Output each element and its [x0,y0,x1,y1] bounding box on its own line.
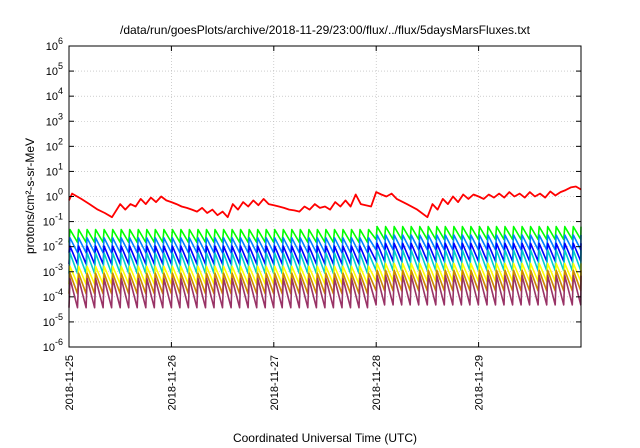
y-axis: 10-610-510-410-310-210-11001011021031041… [43,36,581,354]
y-tick-base: 10 [46,91,58,103]
y-tick-exponent: -6 [55,337,63,347]
series-line-7 [68,274,582,309]
y-tick-label: 100 [46,187,63,204]
y-tick-label: 10-5 [43,312,63,329]
y-tick-exponent: -4 [55,287,63,297]
y-tick-label: 10-2 [43,237,63,254]
y-tick-base: 10 [46,166,58,178]
y-tick-exponent: -2 [55,237,63,247]
y-tick-label: 103 [46,111,63,128]
y-tick-label: 10-6 [43,337,63,354]
chart-title: /data/run/goesPlots/archive/2018-11-29/2… [120,23,531,37]
x-tick-label: 2018-11-28 [371,355,383,410]
y-tick-exponent: 4 [58,86,63,96]
x-axis-label: Coordinated Universal Time (UTC) [233,431,417,445]
y-tick-base: 10 [43,317,55,329]
y-tick-exponent: 6 [58,36,63,46]
y-tick-label: 10-4 [43,287,63,304]
y-tick-exponent: -1 [55,212,63,222]
plot-series [68,185,582,309]
y-tick-base: 10 [43,292,55,304]
y-tick-base: 10 [43,242,55,254]
y-tick-label: 10-3 [43,262,63,279]
y-axis-label: protons/cm²-s-sr-MeV [23,138,37,254]
y-tick-exponent: -3 [55,262,63,272]
y-tick-exponent: 3 [58,111,63,121]
x-tick-label: 2018-11-25 [64,355,76,410]
x-tick-label: 2018-11-29 [474,355,486,410]
y-tick-label: 106 [46,36,63,53]
y-tick-base: 10 [46,66,58,78]
y-tick-base: 10 [46,41,58,53]
y-tick-base: 10 [43,267,55,279]
x-tick-label: 2018-11-27 [269,355,281,410]
y-tick-label: 102 [46,136,63,153]
y-tick-base: 10 [46,192,58,204]
y-tick-exponent: -5 [55,312,63,322]
x-axis: 2018-11-25 2018-11-26 2018-11-27 2018-11-28… [64,46,486,410]
y-tick-label: 10-1 [43,212,63,229]
y-tick-exponent: 2 [58,136,63,146]
y-tick-base: 10 [46,141,58,153]
y-tick-base: 10 [43,217,55,229]
y-tick-label: 105 [46,61,63,78]
series-line-0 [68,185,582,219]
y-tick-label: 101 [46,161,63,178]
y-tick-exponent: 0 [58,187,63,197]
y-tick-exponent: 1 [58,161,63,171]
y-tick-base: 10 [43,342,55,354]
y-tick-exponent: 5 [58,61,63,71]
y-tick-label: 104 [46,86,63,103]
y-tick-base: 10 [46,116,58,128]
x-tick-label: 2018-11-26 [166,355,178,410]
